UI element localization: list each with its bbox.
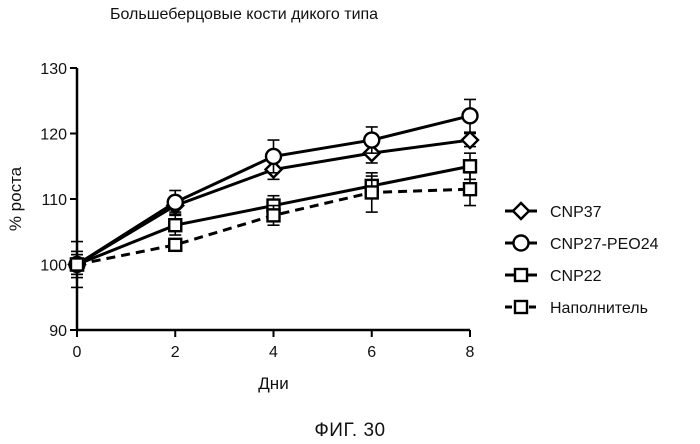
data-point — [268, 209, 280, 221]
legend-label: Наполнитель — [550, 300, 648, 317]
data-point — [71, 259, 83, 271]
x-tick-label: 2 — [171, 344, 180, 361]
y-tick-label: 110 — [41, 192, 67, 209]
legend-label: CNP22 — [550, 268, 602, 285]
legend-item: CNP22 — [505, 268, 602, 285]
y-tick-label: 120 — [40, 127, 67, 144]
x-tick-label: 8 — [466, 344, 475, 361]
legend-item: CNP27-PEO24 — [505, 236, 659, 254]
data-point — [364, 133, 379, 148]
y-tick-label: 100 — [40, 258, 67, 275]
legend: CNP37 CNP27-PEO24 CNP22 Наполнитель — [505, 203, 659, 317]
data-point — [366, 186, 378, 198]
series-3 — [71, 173, 476, 278]
data-point — [462, 132, 478, 148]
series-1 — [70, 99, 478, 274]
data-point — [169, 219, 181, 231]
axes: 90 100 110 120 130 0 2 4 6 8 Дни % роста — [6, 61, 475, 393]
legend-item: Наполнитель — [505, 300, 648, 317]
data-point — [168, 195, 183, 210]
legend-item: CNP37 — [505, 203, 602, 221]
x-tick-label: 4 — [269, 344, 278, 361]
legend-label: CNP37 — [550, 204, 602, 221]
legend-marker — [513, 203, 529, 219]
data-point — [464, 183, 476, 195]
legend-label: CNP27-PEO24 — [550, 236, 659, 253]
legend-marker — [515, 269, 527, 281]
x-axis-label: Дни — [258, 374, 288, 393]
legend-marker — [515, 301, 527, 313]
data-point — [266, 149, 281, 164]
x-tick-label: 0 — [73, 344, 82, 361]
x-tick-label: 6 — [367, 344, 376, 361]
data-point — [464, 160, 476, 172]
figure-caption: ФИГ. 30 — [0, 420, 700, 442]
legend-marker — [514, 236, 529, 251]
y-tick-label: 130 — [40, 61, 67, 78]
y-tick-label: 90 — [49, 323, 67, 340]
y-axis-label: % роста — [6, 166, 25, 231]
series-layer — [69, 99, 478, 287]
data-point — [463, 108, 478, 123]
data-point — [169, 239, 181, 251]
